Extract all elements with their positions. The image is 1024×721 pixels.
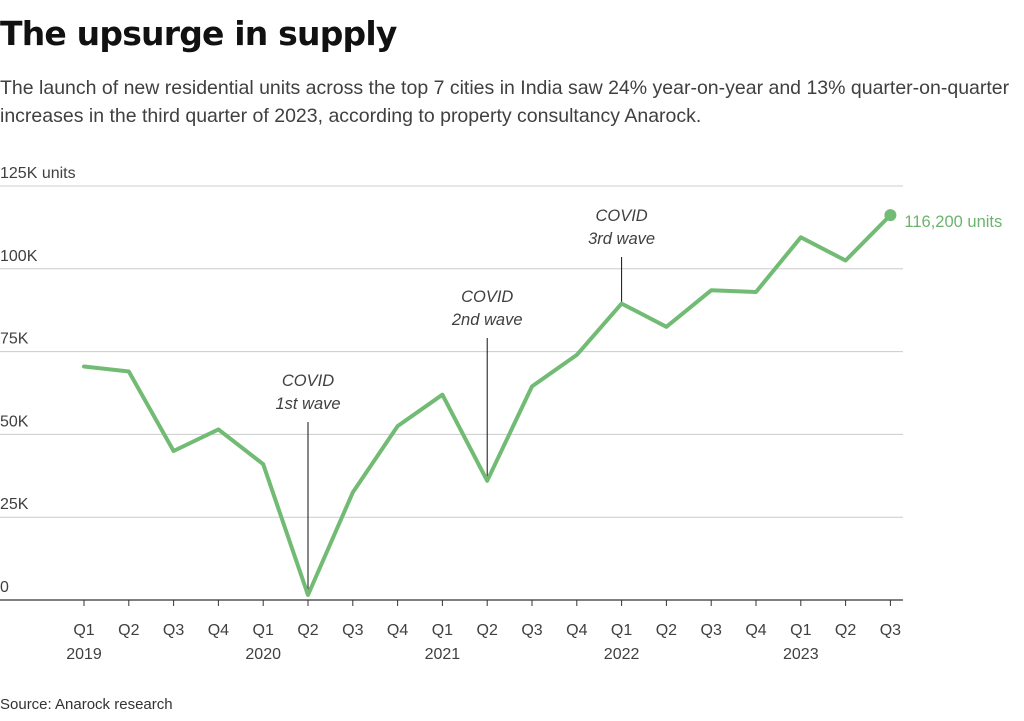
x-tick-label: Q2 (477, 622, 498, 639)
x-tick-label: Q1 (611, 622, 632, 639)
x-tick-label: Q1 (73, 622, 94, 639)
chart-title: The upsurge in supply (0, 14, 397, 53)
x-axis: Q1 Q2 Q3 Q4 Q1 Q2 Q3 Q4 Q1 Q2 Q3 Q4 Q1 Q2 Q3 Q4 Q1 Q2 Q3 20… (0, 599, 903, 663)
x-tick-label: Q2 (835, 622, 856, 639)
x-tick-label: Q2 (118, 622, 139, 639)
annotation-label: 2nd wave (451, 311, 523, 329)
x-tick-label: Q2 (656, 622, 677, 639)
series-line (82, 213, 893, 597)
x-year-label: 2021 (425, 646, 461, 663)
x-tick-label: Q3 (521, 622, 542, 639)
x-tick-label: Q1 (253, 622, 274, 639)
x-tick-label: Q4 (208, 622, 229, 639)
y-tick-label: 125K units (0, 165, 76, 182)
chart-subtitle: The launch of new residential units acro… (0, 77, 1010, 127)
annotation-label: 1st wave (275, 395, 340, 413)
end-value-label: 116,200 units (904, 213, 1002, 231)
y-axis-labels: 125K units 100K 75K 50K 25K 0 (0, 165, 76, 596)
annotation-label: COVID (282, 372, 334, 390)
annotations: COVID 1st wave COVID 2nd wave COVID 3rd wave (275, 207, 655, 596)
y-tick-label: 0 (0, 579, 9, 596)
annotation-label: COVID (461, 288, 513, 306)
x-tick-label: Q1 (432, 622, 453, 639)
gridlines (0, 185, 903, 518)
x-tick-label: Q3 (163, 622, 184, 639)
x-tick-label: Q1 (790, 622, 811, 639)
y-tick-label: 100K (0, 248, 38, 265)
annotation-label: COVID (595, 207, 647, 225)
x-tick-label: Q3 (342, 622, 363, 639)
x-tick-label: Q4 (387, 622, 408, 639)
annotation-label: 3rd wave (588, 230, 655, 248)
series-layer: 116,200 units (82, 209, 1002, 597)
x-tick-label: Q3 (701, 622, 722, 639)
x-year-label: 2020 (245, 646, 281, 663)
x-tick-label: Q3 (880, 622, 901, 639)
x-tick-label: Q4 (566, 622, 587, 639)
x-year-label: 2019 (66, 646, 102, 663)
y-tick-label: 75K (0, 331, 29, 348)
x-tick-label: Q2 (297, 622, 318, 639)
y-tick-label: 50K (0, 413, 29, 430)
y-tick-label: 25K (0, 496, 29, 513)
x-year-label: 2023 (783, 646, 819, 663)
x-tick-label: Q4 (745, 622, 766, 639)
x-year-label: 2022 (604, 646, 640, 663)
end-point-marker (884, 209, 897, 222)
source-note: Source: Anarock research (0, 696, 173, 713)
